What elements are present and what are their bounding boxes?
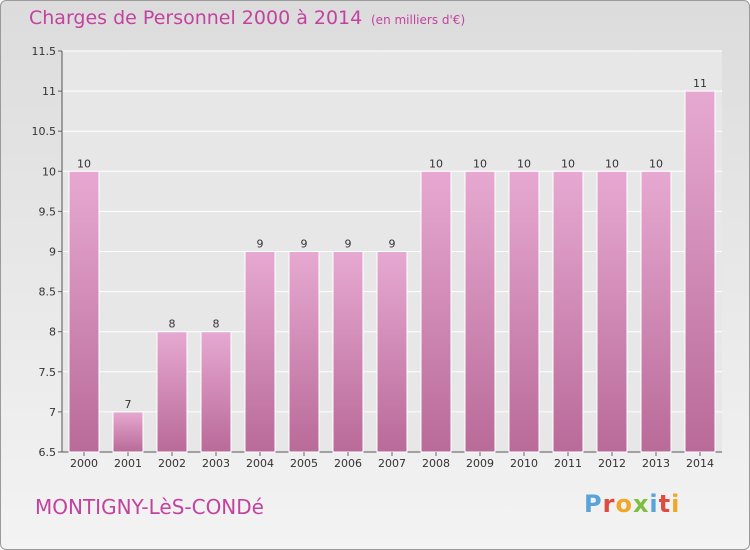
data-label: 10 xyxy=(561,157,575,170)
bar xyxy=(376,251,408,453)
bar xyxy=(420,170,452,453)
data-label: 9 xyxy=(389,238,396,251)
logo-letter: t xyxy=(658,490,672,518)
chart-subtitle: (en milliers d'€) xyxy=(371,13,466,27)
commune-name: MONTIGNY-LèS-CONDé xyxy=(35,495,264,519)
x-tick-label: 2004 xyxy=(246,457,274,470)
bar xyxy=(332,251,364,453)
y-tick-label: 8.5 xyxy=(39,286,57,299)
y-tick-label: 11 xyxy=(42,85,56,98)
data-label: 10 xyxy=(517,157,531,170)
x-tick-label: 2006 xyxy=(334,457,362,470)
x-tick-label: 2014 xyxy=(686,457,714,470)
y-tick-label: 9 xyxy=(49,246,56,259)
logo-letter: i xyxy=(671,490,681,518)
data-label: 9 xyxy=(301,238,308,251)
bar xyxy=(68,170,100,453)
bar xyxy=(508,170,540,453)
logo-letter: i xyxy=(649,490,659,518)
x-tick-label: 2013 xyxy=(642,457,670,470)
data-label: 9 xyxy=(257,238,264,251)
data-label: 10 xyxy=(649,157,663,170)
y-tick-label: 11.5 xyxy=(32,45,57,58)
bar xyxy=(684,90,716,453)
data-label: 10 xyxy=(473,157,487,170)
data-label: 11 xyxy=(693,77,707,90)
bar xyxy=(596,170,628,453)
x-tick-label: 2002 xyxy=(158,457,186,470)
logo-letter: o xyxy=(615,490,633,518)
data-label: 8 xyxy=(213,318,220,331)
logo-letter: r xyxy=(602,490,616,518)
data-label: 10 xyxy=(605,157,619,170)
chart-title: Charges de Personnel 2000 à 2014 xyxy=(29,7,363,29)
bar xyxy=(156,331,188,453)
x-tick-label: 2005 xyxy=(290,457,318,470)
bar xyxy=(200,331,232,453)
bar xyxy=(640,170,672,453)
bar xyxy=(288,251,320,453)
data-label: 7 xyxy=(125,398,132,411)
bar xyxy=(112,411,144,453)
x-tick-label: 2009 xyxy=(466,457,494,470)
data-label: 10 xyxy=(429,157,443,170)
data-label: 10 xyxy=(77,157,91,170)
bar xyxy=(552,170,584,453)
y-tick-label: 7.5 xyxy=(39,366,57,379)
data-label: 8 xyxy=(169,318,176,331)
proxiti-logo[interactable]: Proxiti xyxy=(584,490,680,518)
x-tick-label: 2011 xyxy=(554,457,582,470)
x-tick-label: 2012 xyxy=(598,457,626,470)
y-tick-label: 9.5 xyxy=(39,205,57,218)
logo-letter: x xyxy=(632,490,650,518)
y-tick-label: 6.5 xyxy=(39,446,57,459)
x-tick-label: 2001 xyxy=(114,457,142,470)
bar xyxy=(464,170,496,453)
x-tick-label: 2007 xyxy=(378,457,406,470)
y-tick-label: 10 xyxy=(42,165,56,178)
x-tick-label: 2003 xyxy=(202,457,230,470)
x-tick-label: 2010 xyxy=(510,457,538,470)
x-tick-label: 2008 xyxy=(422,457,450,470)
y-tick-label: 10.5 xyxy=(32,125,57,138)
logo-letter: P xyxy=(584,490,603,518)
data-label: 9 xyxy=(345,238,352,251)
bar xyxy=(244,251,276,453)
y-tick-label: 8 xyxy=(49,326,56,339)
y-tick-label: 7 xyxy=(49,406,56,419)
x-tick-label: 2000 xyxy=(70,457,98,470)
